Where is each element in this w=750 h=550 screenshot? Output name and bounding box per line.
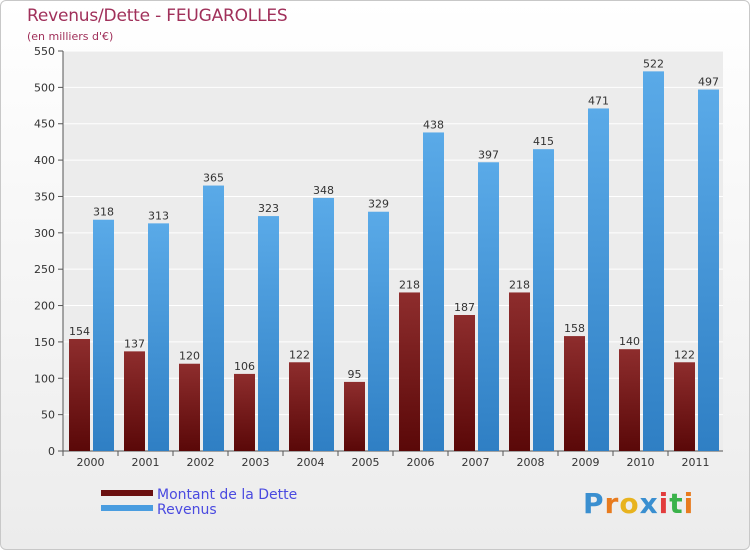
data-label-revenus: 329 (368, 198, 389, 211)
bar-revenus (698, 89, 719, 451)
bar-dette (454, 315, 475, 451)
bar-dette (179, 363, 200, 451)
x-tick-label: 2001 (132, 456, 160, 469)
y-tick-label: 500 (34, 81, 55, 94)
y-tick-label: 150 (34, 336, 55, 349)
chart-subtitle: (en milliers d'€) (27, 30, 114, 43)
data-label-dette: 187 (454, 301, 475, 314)
plot-area (63, 51, 723, 451)
bar-revenus (478, 162, 499, 452)
y-tick-label: 400 (34, 154, 55, 167)
data-label-dette: 154 (69, 325, 90, 338)
chart-title: Revenus/Dette - FEUGAROLLES (27, 6, 288, 26)
data-label-dette: 137 (124, 337, 145, 350)
bar-revenus (93, 219, 114, 451)
data-label-revenus: 397 (478, 148, 499, 161)
bar-revenus (313, 197, 334, 451)
bar-revenus (588, 108, 609, 452)
data-label-dette: 122 (674, 348, 695, 361)
y-tick-label: 250 (34, 263, 55, 276)
data-label-dette: 218 (399, 278, 420, 291)
x-tick-label: 2006 (407, 456, 435, 469)
x-tick-label: 2008 (517, 456, 545, 469)
legend-label-revenus: Revenus (157, 502, 217, 518)
data-label-revenus: 323 (258, 202, 279, 215)
bar-revenus (148, 223, 169, 451)
data-label-revenus: 348 (313, 184, 334, 197)
data-label-dette: 218 (509, 278, 530, 291)
bar-dette (619, 349, 640, 451)
y-tick-label: 550 (34, 45, 55, 58)
data-label-dette: 140 (619, 335, 640, 348)
bar-dette (509, 292, 530, 451)
bar-revenus (368, 211, 389, 451)
x-tick-label: 2011 (682, 456, 710, 469)
bar-revenus (203, 185, 224, 451)
x-tick-label: 2002 (187, 456, 215, 469)
x-tick-label: 2007 (462, 456, 490, 469)
bar-revenus (423, 132, 444, 452)
bar-dette (289, 362, 310, 451)
x-tick-label: 2005 (352, 456, 380, 469)
bar-dette (399, 292, 420, 451)
bar-revenus (643, 71, 664, 451)
legend-swatch-revenus (101, 505, 153, 511)
data-label-revenus: 471 (588, 94, 609, 107)
y-tick-label: 200 (34, 300, 55, 313)
data-label-revenus: 438 (423, 118, 444, 131)
x-tick-label: 2000 (77, 456, 105, 469)
proxiti-logo: Proxiti (583, 487, 695, 520)
data-label-dette: 95 (348, 368, 362, 381)
bar-dette (564, 336, 585, 451)
bar-revenus (533, 149, 554, 451)
y-tick-label: 100 (34, 372, 55, 385)
y-tick-label: 450 (34, 118, 55, 131)
bar-dette (69, 339, 90, 451)
y-tick-label: 50 (41, 409, 55, 422)
data-label-dette: 106 (234, 360, 255, 373)
data-label-revenus: 318 (93, 206, 114, 219)
data-label-dette: 120 (179, 350, 200, 363)
data-label-revenus: 415 (533, 135, 554, 148)
y-tick-label: 300 (34, 227, 55, 240)
legend-label-dette: Montant de la Dette (157, 487, 298, 503)
bar-dette (344, 381, 365, 451)
data-label-dette: 158 (564, 322, 585, 335)
data-label-revenus: 365 (203, 172, 224, 185)
data-label-revenus: 497 (698, 76, 719, 89)
x-tick-label: 2004 (297, 456, 325, 469)
bar-dette (234, 373, 255, 451)
bar-dette (674, 362, 695, 451)
y-tick-label: 0 (48, 445, 55, 458)
data-label-dette: 122 (289, 348, 310, 361)
data-label-revenus: 522 (643, 57, 664, 70)
legend-swatch-dette (101, 490, 153, 496)
x-tick-label: 2010 (627, 456, 655, 469)
x-tick-label: 2003 (242, 456, 270, 469)
y-tick-label: 350 (34, 190, 55, 203)
data-label-revenus: 313 (148, 209, 169, 222)
x-tick-label: 2009 (572, 456, 600, 469)
bar-revenus (258, 216, 279, 451)
bar-dette (124, 351, 145, 451)
